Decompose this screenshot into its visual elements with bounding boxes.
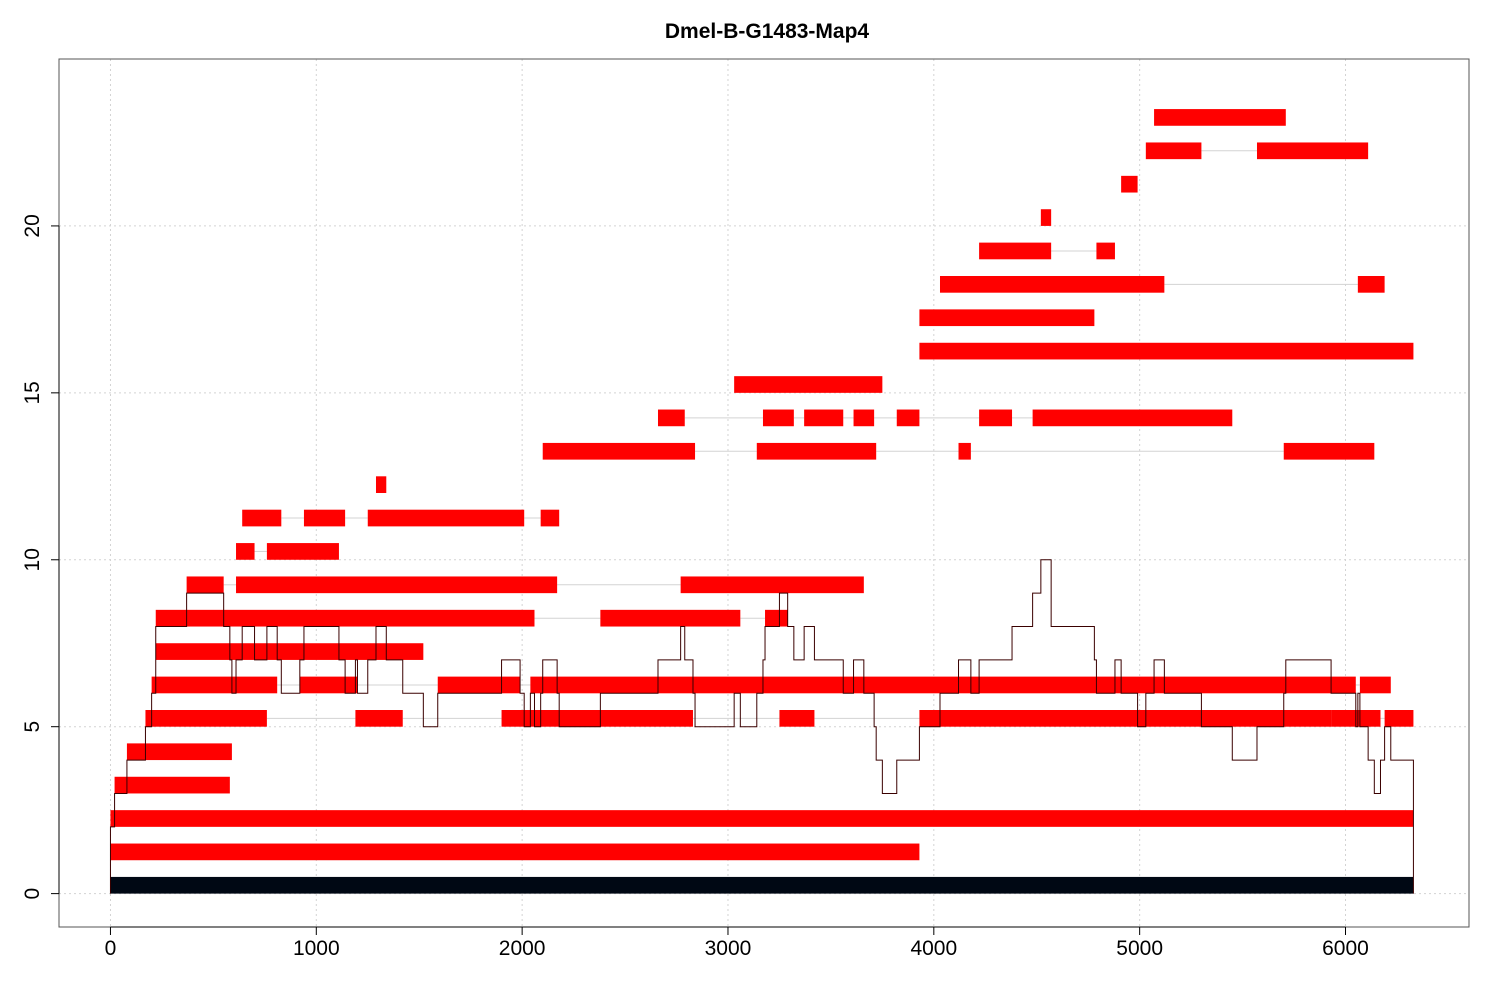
y-tick-label: 10 xyxy=(21,548,44,571)
x-tick-label: 5000 xyxy=(1116,937,1163,960)
segment-bar xyxy=(266,543,339,560)
segment-bar xyxy=(939,276,1165,293)
chart-title: Dmel-B-G1483-Map4 xyxy=(665,20,870,43)
x-tick-label: 3000 xyxy=(705,937,752,960)
segment-bar xyxy=(1040,209,1052,226)
segment-bar xyxy=(242,509,282,527)
segment-bar xyxy=(501,710,693,727)
segment-bar xyxy=(1384,710,1414,727)
segment-bar xyxy=(804,409,844,427)
x-tick-label: 2000 xyxy=(499,937,546,960)
plot-frame xyxy=(58,58,1470,928)
segment-bar xyxy=(299,676,358,694)
segment-bar xyxy=(110,810,1414,827)
y-tick-label: 5 xyxy=(21,721,44,733)
reference-bar xyxy=(110,876,1414,894)
segment-bar xyxy=(1283,442,1375,460)
segment-bar xyxy=(919,342,1414,360)
segment-connectors xyxy=(223,150,1385,719)
x-tick-label: 1000 xyxy=(293,937,340,960)
x-tick-label: 0 xyxy=(105,937,117,960)
segment-bar xyxy=(779,710,815,727)
coverage-layer xyxy=(109,559,1414,894)
segment-bar xyxy=(355,710,403,727)
y-axis: 0 5 10 15 20 xyxy=(21,214,60,900)
segment-bar xyxy=(600,609,741,627)
segment-bar xyxy=(756,442,877,460)
x-tick-label: 4000 xyxy=(910,937,957,960)
segment-bar xyxy=(145,710,267,727)
segment-bar xyxy=(236,576,558,594)
segment-bar xyxy=(236,543,255,560)
segment-bar xyxy=(155,643,424,660)
segment-bar xyxy=(110,843,920,861)
segment-bar xyxy=(437,676,521,694)
segments xyxy=(110,109,1414,894)
segment-bar xyxy=(762,409,794,427)
segment-bar xyxy=(765,609,788,627)
segment-bar xyxy=(1096,242,1115,260)
segment-bar xyxy=(151,676,278,694)
y-tick-label: 20 xyxy=(21,214,44,237)
segment-bar xyxy=(853,409,875,427)
segment-bar xyxy=(1121,175,1138,193)
y-tick-label: 0 xyxy=(21,888,44,900)
segment-bar xyxy=(186,576,224,594)
segment-bar xyxy=(1359,676,1391,694)
grid xyxy=(59,59,1469,927)
segment-bar xyxy=(1032,409,1233,427)
segment-bar xyxy=(734,376,883,393)
segment-bar xyxy=(367,509,525,527)
y-tick-label: 15 xyxy=(21,381,44,404)
x-tick-label: 6000 xyxy=(1322,937,1369,960)
segment-bar xyxy=(1145,142,1202,160)
segment-bar xyxy=(919,309,1095,327)
segment-bar xyxy=(1256,142,1369,160)
segment-bar xyxy=(126,743,232,761)
coverage-line xyxy=(109,559,1414,894)
segment-bar xyxy=(979,242,1052,260)
segment-bar xyxy=(303,509,346,527)
segment-bar xyxy=(375,476,387,493)
segment-bar xyxy=(542,442,696,460)
segment-bar xyxy=(919,710,1332,727)
segment-bar xyxy=(1154,109,1286,126)
segment-bar xyxy=(896,409,920,427)
segment-bar xyxy=(958,442,971,460)
segment-bar xyxy=(540,509,560,527)
segment-bar xyxy=(114,776,230,794)
segment-bar xyxy=(979,409,1013,427)
segment-bar xyxy=(1357,276,1385,293)
segment-bar xyxy=(657,409,685,427)
x-axis: 0 1000 2000 3000 4000 5000 6000 xyxy=(105,926,1369,960)
segment-bar xyxy=(155,609,535,627)
segment-bar xyxy=(680,576,864,594)
segment-bar xyxy=(530,676,1356,694)
